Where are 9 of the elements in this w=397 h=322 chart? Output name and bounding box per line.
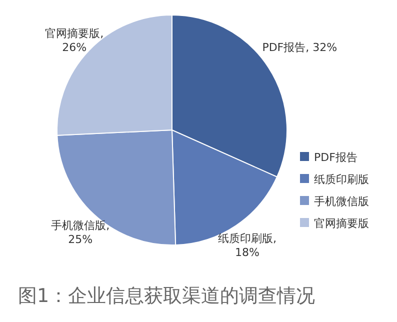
- legend-label: 手机微信版: [314, 195, 369, 208]
- text: 图1：企业信息获取渠道的调查情况: [18, 285, 316, 307]
- data-label: 官网摘要版, 26%: [45, 26, 104, 54]
- data-label: 手机微信版, 25%: [51, 219, 110, 246]
- legend-label: 官网摘要版: [314, 217, 369, 230]
- data-label: 纸质印刷版, 18%: [218, 232, 276, 260]
- data-label: PDF报告, 32%: [262, 41, 338, 54]
- legend-label: 纸质印刷版: [314, 173, 369, 186]
- legend-label: PDF报告: [314, 151, 358, 164]
